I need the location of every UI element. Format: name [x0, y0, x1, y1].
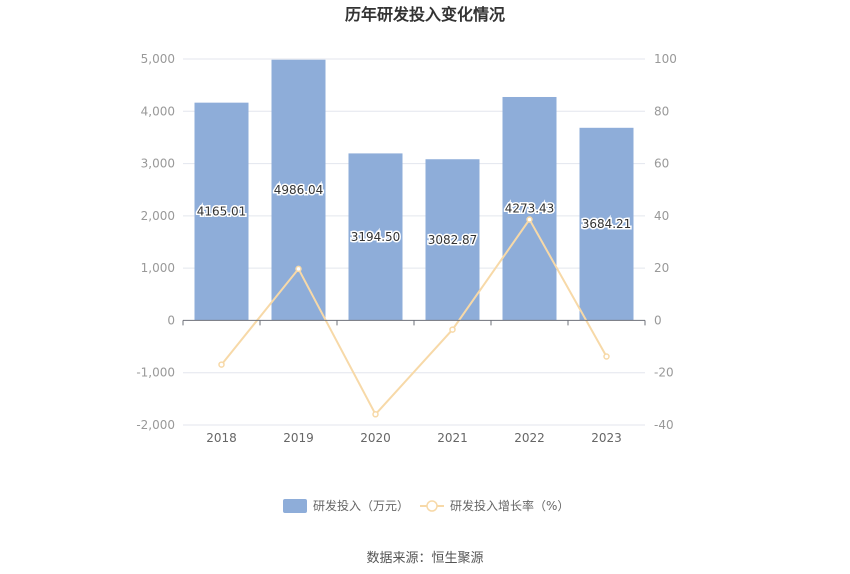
x-tick-label: 2023 — [591, 431, 622, 445]
right-axis-tick-label: 100 — [654, 52, 677, 66]
left-axis-tick-label: -2,000 — [136, 418, 175, 432]
bar-value-label: 4273.43 — [505, 202, 555, 216]
line-point — [295, 265, 302, 273]
growth-line — [220, 217, 608, 417]
line-point — [372, 411, 379, 418]
legend-bar-swatch — [283, 499, 307, 513]
bar — [271, 59, 326, 321]
x-tick-label: 2021 — [437, 431, 468, 445]
bar-value-label: 3684.21 — [582, 217, 632, 231]
right-axis-tick-label: 40 — [654, 209, 669, 223]
x-tick-label: 2020 — [360, 431, 391, 445]
right-axis-tick-label: -20 — [654, 366, 674, 380]
data-labels: 4165.01 4986.04 3194.50 3082.87 4273.43 3684.… — [195, 182, 633, 249]
line-point — [218, 361, 225, 368]
bar — [348, 153, 403, 321]
bar — [425, 159, 480, 321]
bar-series — [194, 59, 634, 321]
legend-item-line[interactable]: 研发投入增长率（%） — [420, 498, 569, 513]
x-tick-label: 2018 — [206, 431, 237, 445]
legend-bar-label: 研发投入（万元） — [313, 498, 409, 513]
left-axis: -2,000 -1,000 0 1,000 2,000 3,000 4,000 5,000 — [136, 52, 175, 432]
left-axis-tick-label: -1,000 — [136, 366, 175, 380]
bar — [194, 102, 249, 321]
bar — [579, 127, 634, 321]
source-text: 数据来源：恒生聚源 — [366, 551, 483, 566]
right-axis: -40 -20 0 20 40 60 80 100 — [654, 52, 677, 432]
left-axis-tick-label: 4,000 — [141, 104, 175, 118]
x-tick-label: 2022 — [514, 431, 545, 445]
chart-title: 历年研发投入变化情况 — [345, 5, 505, 24]
left-axis-tick-label: 1,000 — [141, 261, 175, 275]
line-point — [526, 216, 533, 223]
left-axis-tick-label: 0 — [167, 313, 175, 327]
line-point — [449, 326, 456, 333]
bar — [502, 96, 557, 321]
right-axis-tick-label: 20 — [654, 261, 669, 275]
legend-line-marker — [426, 500, 438, 512]
right-axis-tick-label: -40 — [654, 418, 674, 432]
x-tick-label: 2019 — [283, 431, 314, 445]
bar-value-label: 3082.87 — [428, 233, 478, 247]
line-series — [218, 216, 610, 418]
bar-value-label: 3194.50 — [351, 230, 401, 244]
left-axis-tick-label: 2,000 — [141, 209, 175, 223]
legend-line-label: 研发投入增长率（%） — [450, 498, 569, 513]
left-axis-tick-label: 5,000 — [141, 52, 175, 66]
grid-lines — [183, 58, 645, 426]
line-point — [603, 353, 610, 360]
bar-value-label: 4165.01 — [197, 205, 247, 219]
right-axis-tick-label: 60 — [654, 157, 669, 171]
right-axis-tick-label: 0 — [654, 313, 662, 327]
legend[interactable]: 研发投入（万元） 研发投入增长率（%） — [283, 498, 569, 513]
bar-value-label: 4986.04 — [274, 183, 324, 197]
right-axis-tick-label: 80 — [654, 104, 669, 118]
left-axis-tick-label: 3,000 — [141, 157, 175, 171]
x-axis: 2018 2019 2020 2021 2022 2023 — [182, 319, 646, 445]
legend-item-bar[interactable]: 研发投入（万元） — [283, 498, 409, 513]
